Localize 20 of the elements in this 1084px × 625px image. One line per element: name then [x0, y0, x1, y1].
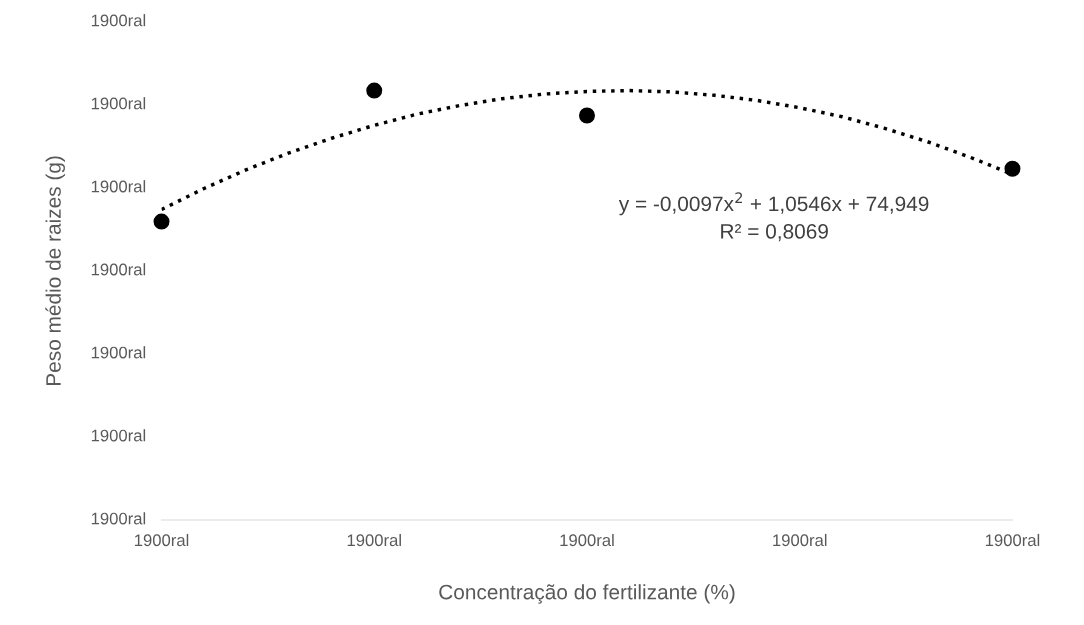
text: 1900ral: [91, 346, 146, 359]
text: 1900ral: [91, 180, 146, 193]
y-axis-title: Peso médio de raizes (g): [45, 156, 65, 386]
x-tick-label: 1900ral: [773, 533, 827, 547]
annotation: y = -0,0097x$^{2}$ + 1,0546x + 74,949: [618, 192, 929, 216]
point: [366, 82, 383, 99]
x-tick-label: 1900ral: [347, 533, 401, 547]
x-tick-label: 1900ral: [560, 533, 614, 547]
text: 1900ral: [91, 14, 146, 27]
x-axis-title: Concentração do fertilizante (%): [439, 584, 735, 604]
point: [1004, 160, 1021, 177]
point: [153, 213, 170, 230]
text: 1900ral: [91, 512, 146, 525]
annotation: R² = 0,8069: [721, 224, 828, 242]
x-tick-label: 1900ral: [985, 533, 1040, 547]
x-tick-label: 1900ral: [134, 533, 189, 547]
text: 1900ral: [91, 429, 146, 442]
point: [579, 107, 595, 124]
text: 1900ral: [91, 263, 146, 276]
text: 1900ral: [91, 97, 146, 110]
